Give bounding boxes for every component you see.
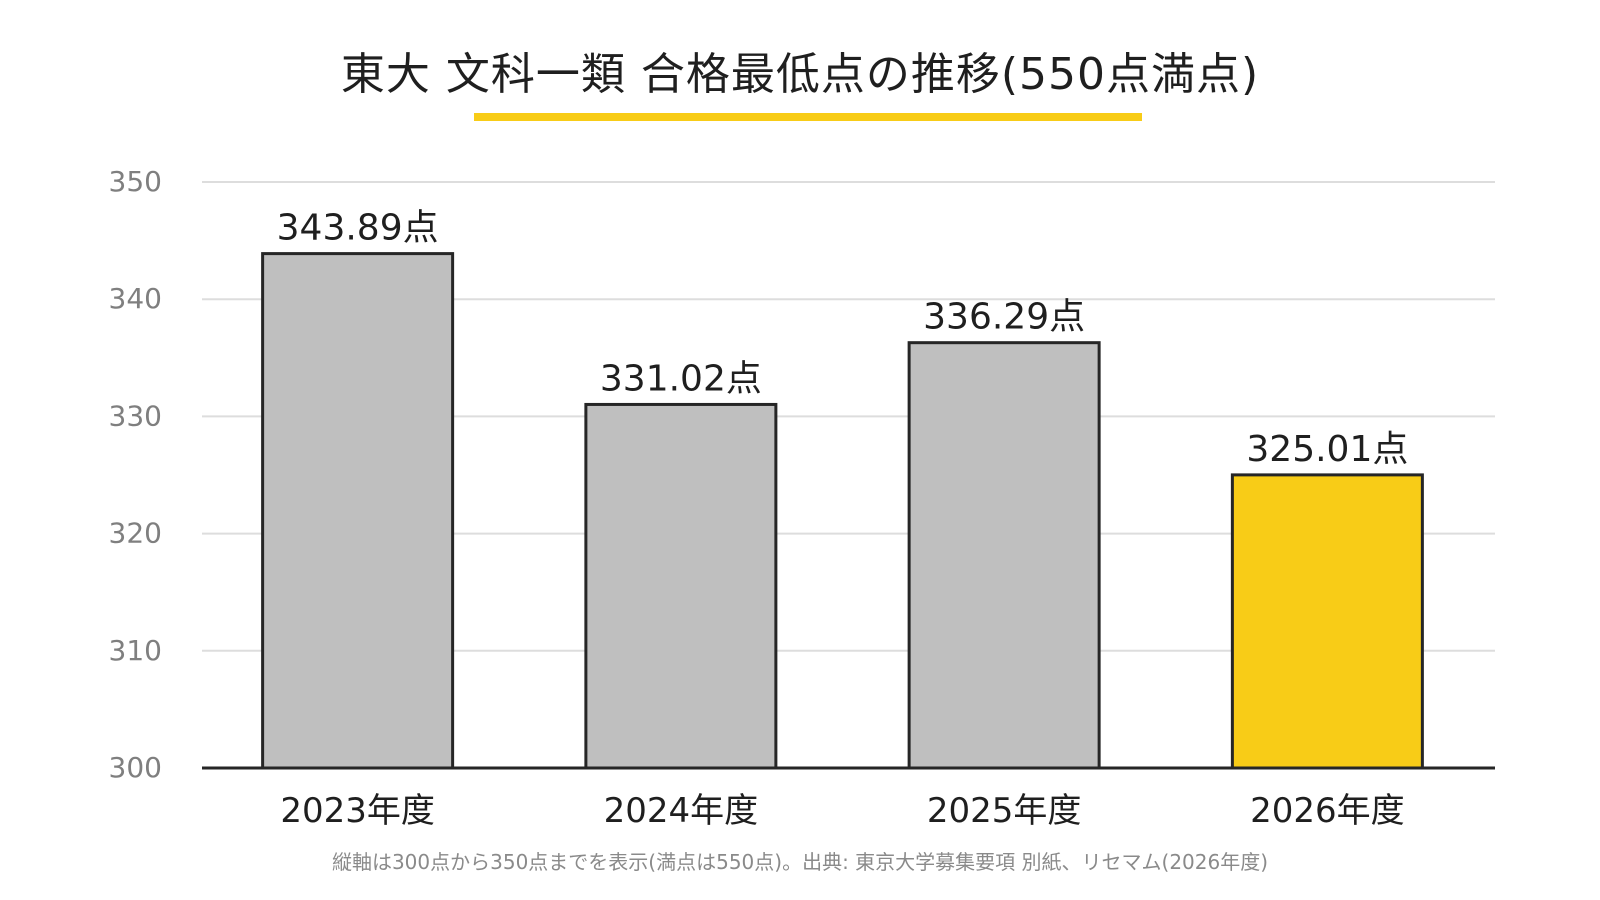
x-tick-label: 2026年度 [1250,791,1405,831]
bars [261,252,1424,770]
bar-2024年度 [584,402,778,770]
chart-title: 東大 文科一類 合格最低点の推移(550点満点) [340,49,1260,100]
y-tick-label: 310 [109,634,162,667]
x-tick-label: 2023年度 [280,791,435,831]
x-tick-label: 2024年度 [604,791,759,831]
y-axis-ticks: 300 310 320 330 340 350 [109,165,162,784]
data-label: 336.29点 [923,297,1085,338]
y-tick-label: 350 [109,165,162,198]
data-label: 331.02点 [600,358,762,399]
bar-2025年度 [907,341,1101,770]
y-tick-label: 300 [109,751,162,784]
y-tick-label: 320 [109,517,162,550]
title-underline [474,113,1142,121]
data-label: 325.01点 [1246,429,1408,470]
x-tick-label: 2025年度 [927,791,1082,831]
bar-2023年度 [261,252,455,770]
data-labels: 343.89点 331.02点 336.29点 325.01点 [277,208,1409,470]
data-label: 343.89点 [277,208,439,249]
y-tick-label: 330 [109,399,162,432]
source-footnote: 縦軸は300点から350点までを表示(満点は550点)。出典: 東京大学募集要項… [331,850,1269,874]
bar-2026年度 [1230,473,1424,770]
y-tick-label: 340 [109,282,162,315]
x-axis-ticks: 2023年度 2024年度 2025年度 2026年度 [280,791,1404,831]
